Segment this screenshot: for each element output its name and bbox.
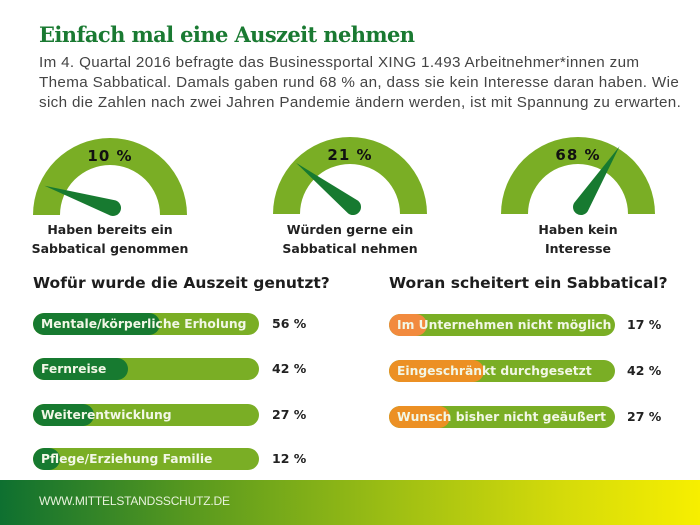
usage-bar-value-2: 42 % [272,361,307,376]
usage-bar-3: Weiterentwicklung [33,404,259,426]
gauge-label-2-line1: Würden gerne ein [286,222,414,237]
failure-bar-label-2: Eingeschränkt durchgesetzt [397,364,592,378]
usage-bar-fill-4 [33,448,61,470]
gauge-value-2: 21 % [327,146,372,164]
failure-bar-value-1: 17 % [627,317,662,332]
gauge-value-1: 10 % [87,147,132,165]
failure-bar-1: Im Unternehmen nicht möglich [389,314,615,336]
failure-bar-value-2: 42 % [627,363,662,378]
gauge-label-1: Haben bereits ein Sabbatical genommen [10,220,210,258]
failure-chart-title: Woran scheitert ein Sabbatical? [389,274,668,292]
usage-chart-title: Wofür wurde die Auszeit genutzt? [33,274,330,292]
failure-bar-fill-2 [389,360,484,382]
failure-bar-2: Eingeschränkt durchgesetzt [389,360,615,382]
failure-bar-label-3: Wunsch bisher nicht geäußert [397,410,606,424]
gauge-label-2-line2: Sabbatical nehmen [282,241,418,256]
usage-bar-4: Pflege/Erziehung Familie [33,448,259,470]
intro-text: Im 4. Quartal 2016 befragte das Business… [39,54,682,111]
usage-bar-fill-1 [33,313,160,335]
footer-url[interactable]: WWW.MITTELSTANDSSCHUTZ.DE [39,494,230,508]
gauge-label-1-line2: Sabbatical genommen [31,241,189,256]
page-title: Einfach mal eine Auszeit nehmen [39,22,415,47]
gauge-arc-2 [273,137,427,214]
usage-bar-value-1: 56 % [272,316,307,331]
gauge-needle-2 [296,162,362,216]
gauge-needle-1 [44,185,122,217]
usage-bar-label-2: Fernreise [41,362,107,376]
usage-bar-2: Fernreise [33,358,259,380]
gauge-label-3: Haben kein Interesse [478,220,678,258]
usage-bar-1: Mentale/körperliche Erholung [33,313,259,335]
failure-bar-fill-1 [389,314,428,336]
gauge-label-2: Würden gerne ein Sabbatical nehmen [250,220,450,258]
usage-bar-fill-3 [33,404,95,426]
usage-bar-fill-2 [33,358,128,380]
gauge-label-3-line2: Interesse [544,241,611,256]
gauge-arc-3 [501,137,655,214]
gauge-label-1-line1: Haben bereits ein [47,222,173,237]
gauge-charts: 10 % 21 % 68 % [33,137,655,217]
gauge-label-3-line1: Haben kein [538,222,618,237]
gauge-value-3: 68 % [555,146,600,164]
usage-bar-value-3: 27 % [272,407,307,422]
failure-bar-fill-3 [389,406,451,428]
failure-bar-label-1: Im Unternehmen nicht möglich [397,318,612,332]
failure-bar-value-3: 27 % [627,409,662,424]
usage-bar-value-4: 12 % [272,451,307,466]
gauge-arc-1 [33,138,187,215]
failure-bar-3: Wunsch bisher nicht geäußert [389,406,615,428]
footer-banner: WWW.MITTELSTANDSSCHUTZ.DE [0,480,700,525]
usage-bar-label-3: Weiterentwicklung [41,408,172,422]
gauge-needle-3 [572,146,620,216]
usage-bar-label-1: Mentale/körperliche Erholung [41,317,247,331]
usage-bar-label-4: Pflege/Erziehung Familie [41,452,213,466]
